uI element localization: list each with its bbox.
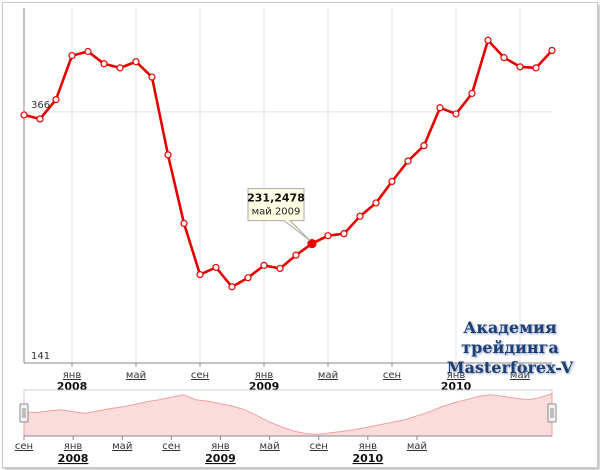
data-point-8[interactable] [148, 73, 156, 81]
value-callout: 231,2478 май 2009 [247, 188, 311, 242]
nav-tick-label-5: май [259, 441, 279, 452]
data-point-10[interactable] [180, 219, 188, 228]
data-point-14[interactable] [244, 274, 252, 282]
nav-tick-label-4: янв [211, 441, 230, 452]
series-line [22, 38, 554, 289]
y-axis-labels: 366 141 [31, 100, 50, 362]
data-point-25[interactable] [420, 142, 428, 150]
data-point-13[interactable] [228, 283, 236, 291]
navigator-left-handle[interactable] [19, 403, 29, 423]
data-point-9[interactable] [164, 151, 172, 159]
nav-tick-label-0: сен [15, 441, 33, 452]
nav-tick-label-8: май [407, 441, 427, 452]
nav-tick-label-7: янв [359, 441, 378, 452]
x-tick-label-6: янв [447, 370, 466, 381]
data-point-4[interactable] [84, 47, 92, 56]
navigator-right-handle[interactable] [547, 403, 557, 423]
data-point-19[interactable] [324, 232, 332, 240]
data-point-2[interactable] [52, 95, 60, 104]
data-point-11[interactable] [196, 270, 204, 279]
x-tick-label-1: май [126, 370, 146, 381]
data-point-6[interactable] [116, 64, 124, 72]
watermark-line-1: Академия трейдинга [461, 318, 559, 357]
callout-box [247, 188, 311, 242]
callout-value: 231,2478 [247, 192, 305, 205]
x-tick-label-2: сен [191, 370, 209, 381]
x-tick-label-5: сен [383, 370, 401, 381]
nav-year-label-1: 2009 [205, 452, 236, 465]
data-point-26[interactable] [436, 104, 444, 112]
nav-tick-label-1: янв [64, 441, 83, 452]
x-tick-label-4: май [318, 370, 338, 381]
data-point-33[interactable] [548, 46, 556, 55]
data-point-24[interactable] [404, 157, 412, 165]
nav-tick-label-2: май [112, 441, 132, 452]
data-point-23[interactable] [388, 177, 396, 186]
data-point-12[interactable] [212, 263, 220, 272]
data-point-22[interactable] [372, 199, 380, 207]
y-label-0: 366 [31, 100, 50, 111]
data-point-28[interactable] [468, 89, 476, 98]
axes [23, 8, 552, 364]
navigator-area [23, 392, 553, 437]
data-point-21[interactable] [356, 212, 364, 220]
range-navigator[interactable]: сен янв май сен янв май сен янв май 2008 2009 2010 [15, 389, 557, 465]
callout-date: май 2009 [252, 207, 301, 218]
series-points[interactable] [20, 36, 556, 291]
data-point-5[interactable] [100, 60, 108, 68]
x-tick-label-7: май [510, 370, 530, 381]
data-point-7[interactable] [132, 58, 140, 66]
data-point-0[interactable] [20, 111, 28, 119]
y-label-1: 141 [31, 351, 50, 362]
data-point-1[interactable] [36, 115, 44, 123]
data-point-30[interactable] [500, 54, 508, 62]
data-point-31[interactable] [516, 63, 524, 71]
x-tick-label-3: янв [255, 370, 274, 381]
nav-tick-label-3: сен [162, 441, 180, 452]
data-point-17[interactable] [292, 251, 300, 259]
data-point-16[interactable] [276, 264, 284, 273]
data-point-32[interactable] [532, 64, 540, 72]
data-point-3[interactable] [68, 51, 76, 60]
nav-year-label-0: 2008 [58, 452, 89, 465]
data-point-18[interactable] [307, 239, 317, 249]
watermark-line-2: Masterforex-V [446, 358, 574, 377]
grid [24, 8, 552, 363]
data-point-20[interactable] [340, 230, 348, 238]
series-path [22, 38, 554, 289]
watermark: Академия трейдинга Masterforex-V [420, 318, 600, 378]
data-point-15[interactable] [260, 261, 268, 269]
nav-year-label-2: 2010 [353, 452, 384, 465]
nav-tick-label-6: сен [310, 441, 328, 452]
data-point-27[interactable] [452, 110, 460, 118]
data-point-29[interactable] [484, 36, 492, 44]
x-tick-label-0: янв [63, 370, 82, 381]
